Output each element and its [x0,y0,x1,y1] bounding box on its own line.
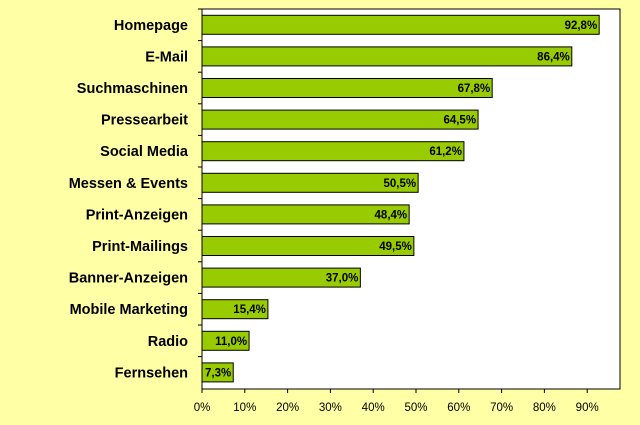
data-label: 67,8% [458,83,491,95]
category-label: Social Media [100,144,189,160]
x-tick-label: 90% [576,402,599,414]
x-tick-label: 40% [362,402,385,414]
bar [201,46,573,67]
bar [201,299,269,320]
category-label: Print-Anzeigen [86,207,188,223]
data-label: 37,0% [326,273,359,285]
x-tick-label: 20% [276,402,299,414]
data-label: 86,4% [537,51,570,63]
bar [201,172,419,193]
category-label: Mobile Marketing [70,302,188,318]
bar [201,204,410,225]
category-label: Radio [148,334,188,350]
category-label: E-Mail [145,49,188,65]
data-label: 50,5% [384,178,417,190]
data-label: 48,4% [375,209,408,221]
plot-area [201,8,621,390]
data-label: 92,8% [565,20,598,32]
bar [201,141,465,162]
x-tick-label: 80% [533,402,556,414]
bar [201,362,234,383]
bar [201,236,415,256]
bar [201,14,600,35]
bar [201,78,493,98]
x-tick-label: 50% [404,402,427,414]
x-tick-label: 0% [194,402,211,414]
data-label: 15,4% [233,304,266,316]
data-label: 49,5% [379,241,412,253]
x-tick-label: 70% [490,402,513,414]
bar [201,109,479,130]
category-label: Banner-Anzeigen [69,271,188,287]
x-tick-label: 30% [319,402,342,414]
category-label: Homepage [114,18,188,34]
bar [201,267,361,288]
category-label: Pressearbeit [101,113,188,129]
data-label: 11,0% [215,336,247,348]
x-tick-label: 10% [233,402,256,414]
category-label: Messen & Events [69,176,188,192]
bar [201,330,250,351]
category-label: Suchmaschinen [77,81,188,97]
category-label: Fernsehen [115,365,188,381]
data-label: 7,3% [205,367,231,379]
data-label: 61,2% [429,146,462,158]
data-label: 64,5% [443,115,476,127]
x-tick-label: 60% [447,402,470,414]
category-label: Print-Mailings [92,239,188,255]
